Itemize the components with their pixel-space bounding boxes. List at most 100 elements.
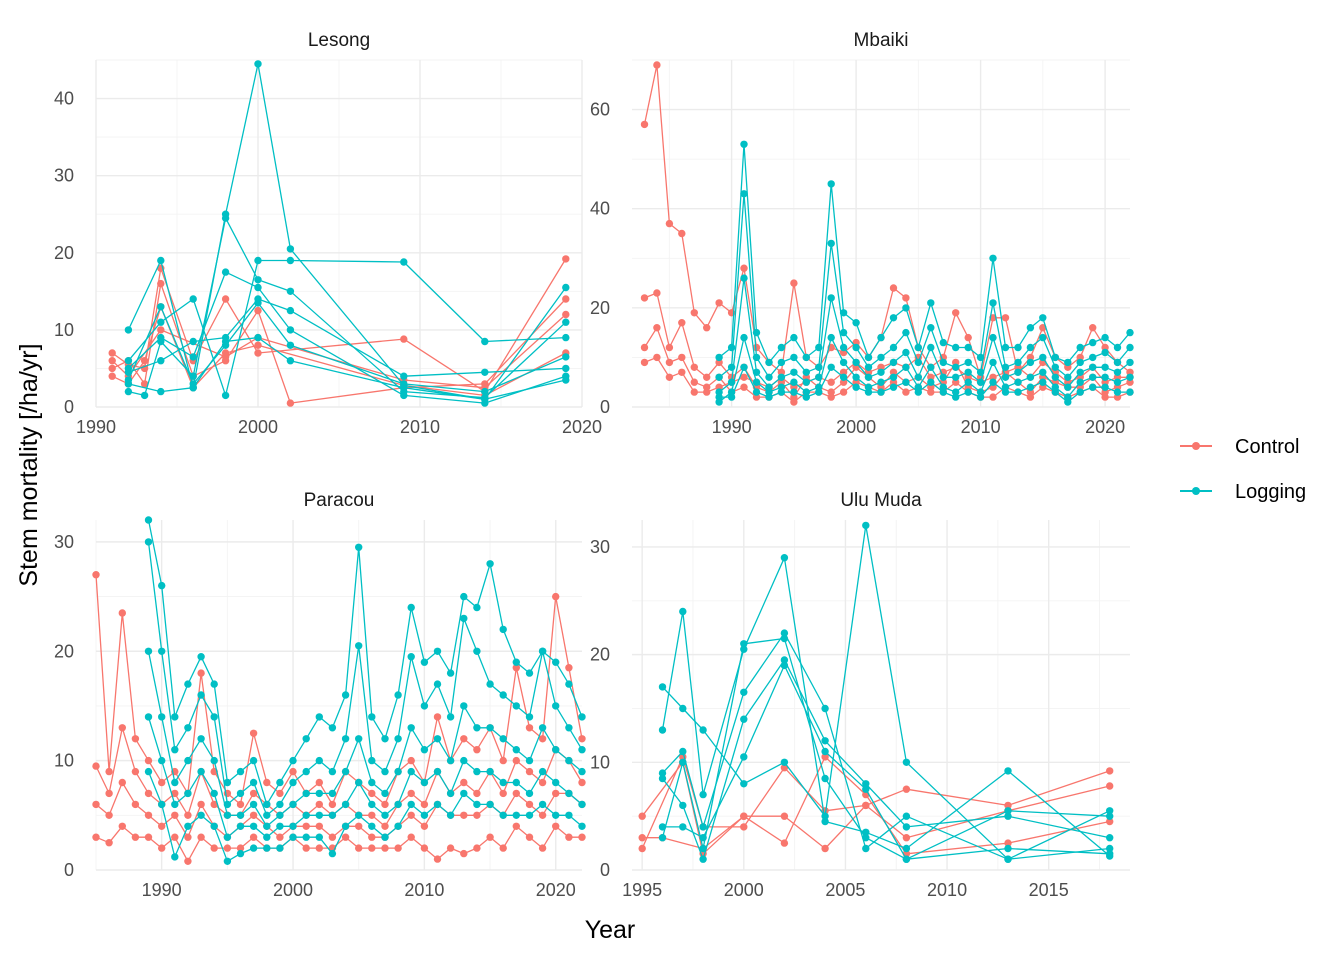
x-tick-label: 2005 <box>825 880 865 900</box>
data-point-control <box>862 801 870 810</box>
data-point-logging <box>486 680 494 688</box>
data-point-logging <box>1126 358 1134 367</box>
data-point-logging <box>1106 812 1114 820</box>
data-point-logging <box>1004 855 1012 863</box>
data-point-logging <box>562 376 570 384</box>
legend-label-control: Control <box>1235 436 1299 458</box>
data-point-logging <box>562 333 570 342</box>
data-point-logging <box>289 833 297 841</box>
data-point-logging <box>679 823 687 831</box>
data-point-logging <box>740 753 748 761</box>
data-point-logging <box>802 378 810 386</box>
data-point-logging <box>852 358 860 367</box>
data-point-logging <box>341 800 350 809</box>
data-point-logging <box>1004 812 1012 820</box>
data-point-logging <box>486 560 494 568</box>
data-point-logging <box>827 180 835 188</box>
data-point-logging <box>144 516 153 524</box>
series-line-logging <box>147 716 583 838</box>
series-line-logging <box>127 63 567 400</box>
data-point-logging <box>236 849 245 858</box>
data-point-control <box>184 811 192 819</box>
data-point-logging <box>394 691 402 699</box>
data-point-logging <box>355 811 363 819</box>
data-point-logging <box>1014 378 1022 386</box>
data-point-logging <box>1126 343 1134 352</box>
data-point-logging <box>877 378 885 386</box>
data-point-logging <box>263 811 271 819</box>
data-point-logging <box>499 691 507 699</box>
data-point-logging <box>989 358 997 367</box>
data-point-control <box>690 378 698 386</box>
data-point-control <box>407 833 415 841</box>
data-point-logging <box>400 258 408 266</box>
y-tick-label: 0 <box>600 397 610 417</box>
data-point-control <box>286 399 295 407</box>
data-point-logging <box>552 746 560 754</box>
data-point-logging <box>289 756 297 765</box>
data-point-logging <box>210 680 218 688</box>
data-point-control <box>249 811 258 819</box>
data-point-control <box>690 309 698 317</box>
data-point-logging <box>263 844 271 852</box>
data-point-control <box>92 762 100 770</box>
data-point-logging <box>512 702 520 710</box>
facet-title-paracou: Paracou <box>304 490 375 511</box>
data-point-logging <box>740 190 748 198</box>
data-point-logging <box>839 343 848 352</box>
data-point-logging <box>381 767 389 776</box>
data-point-control <box>473 789 481 798</box>
data-point-control <box>740 823 748 831</box>
data-point-logging <box>381 833 389 841</box>
data-point-control <box>512 789 520 798</box>
data-point-logging <box>578 767 586 776</box>
data-point-logging <box>407 653 415 661</box>
data-point-control <box>236 844 245 852</box>
data-point-logging <box>407 724 415 732</box>
data-point-logging <box>1113 358 1122 367</box>
data-point-logging <box>499 778 507 787</box>
data-point-logging <box>565 724 573 732</box>
data-point-logging <box>499 625 507 634</box>
data-point-logging <box>210 713 218 721</box>
data-point-control <box>499 844 507 852</box>
data-point-logging <box>197 653 205 661</box>
data-point-logging <box>740 688 748 696</box>
y-tick-label: 10 <box>590 752 610 772</box>
y-tick-label: 0 <box>64 397 74 417</box>
data-point-logging <box>158 581 166 590</box>
data-point-logging <box>263 822 271 830</box>
data-point-control <box>1001 314 1010 322</box>
data-point-control <box>420 822 429 830</box>
data-point-logging <box>889 358 898 367</box>
data-point-logging <box>368 800 376 809</box>
data-point-logging <box>765 358 773 367</box>
data-point-control <box>552 592 560 601</box>
data-point-logging <box>446 669 455 677</box>
data-point-control <box>473 746 481 754</box>
data-point-control <box>952 309 960 317</box>
data-point-logging <box>286 341 295 349</box>
data-point-control <box>249 789 258 798</box>
data-point-control <box>552 822 560 830</box>
x-tick-label: 1995 <box>622 880 662 900</box>
data-point-control <box>171 833 179 841</box>
data-point-control <box>790 279 798 287</box>
data-point-logging <box>289 800 297 809</box>
data-point-control <box>638 812 646 820</box>
data-point-control <box>703 324 711 332</box>
data-point-control <box>460 849 468 858</box>
facet-title-mbaiki: Mbaiki <box>854 30 909 51</box>
data-point-logging <box>302 767 310 776</box>
data-point-logging <box>927 343 935 352</box>
data-point-logging <box>914 388 922 396</box>
data-point-logging <box>715 373 723 381</box>
data-point-control <box>473 811 481 819</box>
series-line-logging <box>147 541 583 816</box>
y-tick-label: 60 <box>590 100 610 120</box>
data-point-logging <box>368 713 376 721</box>
data-point-control <box>1026 393 1035 401</box>
data-point-logging <box>1014 388 1022 396</box>
data-point-logging <box>249 778 258 787</box>
data-point-logging <box>1026 358 1035 367</box>
